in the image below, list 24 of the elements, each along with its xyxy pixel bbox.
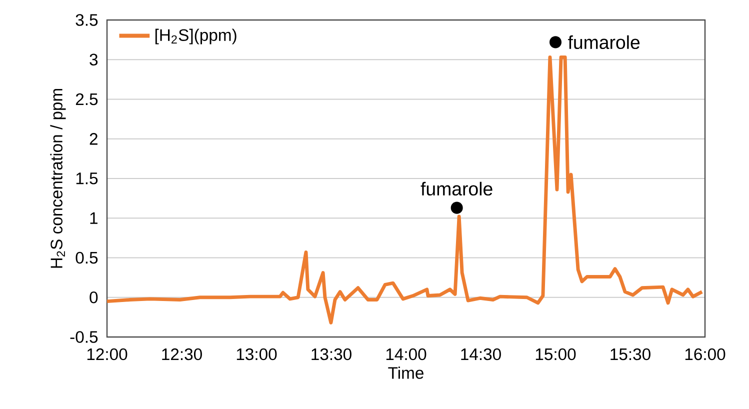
line-series [105,56,704,324]
x-tick-label: 13:00 [236,348,277,360]
x-tick-label: 16:00 [685,348,726,360]
y-tick-label: 2.5 [76,93,98,106]
annotation: fumarole [568,35,640,50]
x-tick-label: 12:30 [162,348,202,360]
legend-label: [H$_{2}$S](ppm) [155,28,236,44]
x-tick-label: 13:30 [312,348,352,360]
y-tick-label: -0.5 [70,331,98,343]
x-tick-label: 14:00 [386,348,426,360]
x-tick-label: 14:30 [461,348,501,360]
x-tick-label: 15:30 [610,348,650,360]
annotation: fumarole [420,182,492,196]
y-tick-label: 1 [90,212,98,224]
y-axis-title: H$_{2}$S concentration / ppm [50,88,66,268]
y-tick-label: 0.5 [76,252,98,264]
y-tick-label: 2 [90,133,98,145]
x-axis-title: Time [388,366,424,379]
y-tick-label: 0 [90,291,98,304]
y-tick-label: 3 [90,54,98,66]
x-tick-label: 12:00 [87,348,128,360]
y-tick-label: 1.5 [76,172,98,184]
y-tick-label: 3.5 [76,14,98,26]
x-tick-label: 15:00 [536,348,576,360]
